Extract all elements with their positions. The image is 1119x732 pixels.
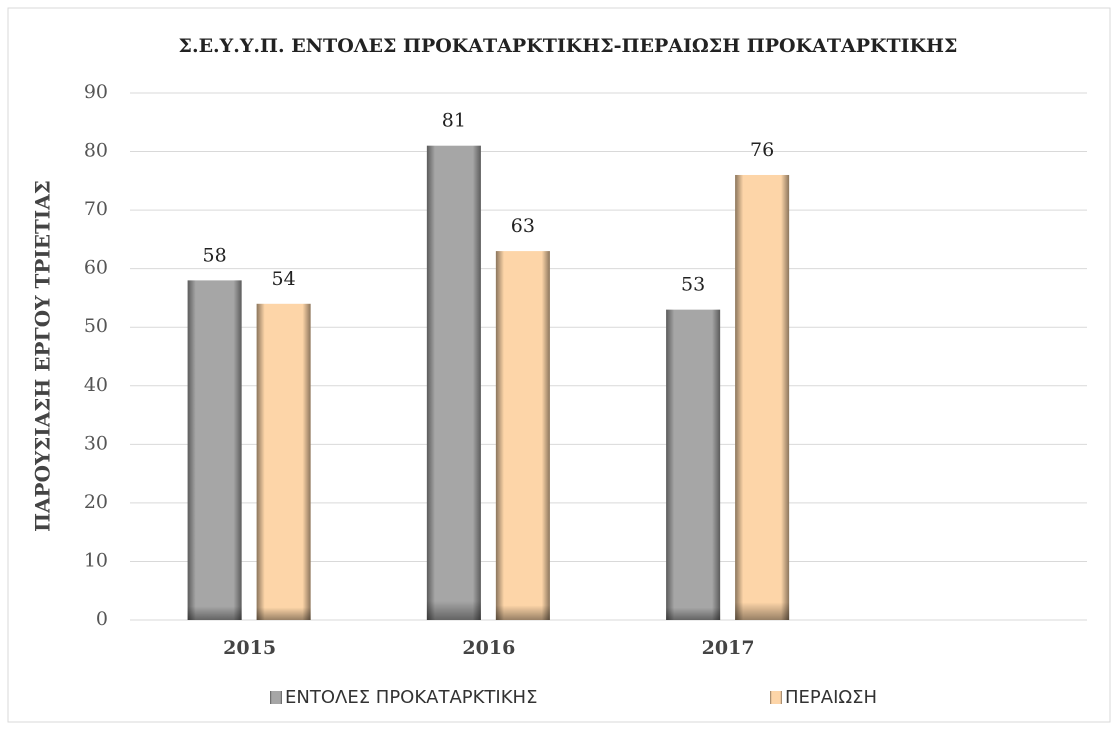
x-tick-label: 2017 — [702, 637, 755, 659]
x-tick-label: 2015 — [223, 637, 276, 659]
data-label: 58 — [203, 244, 227, 266]
bar — [256, 303, 311, 620]
y-tick-label: 90 — [84, 81, 108, 103]
y-tick-label: 30 — [84, 432, 108, 454]
bar — [426, 145, 481, 620]
y-tick-label: 40 — [84, 374, 108, 396]
legend-label: ΠΕΡΑΙΩΣΗ — [785, 687, 877, 708]
y-axis-label: ΠΑΡΟΥΣΙΑΣΗ ΕΡΓΟΥ ΤΡΙΕΤΙΑΣ — [31, 180, 55, 532]
data-label: 53 — [681, 274, 705, 296]
data-label: 81 — [442, 110, 466, 132]
y-tick-label: 60 — [84, 257, 108, 279]
data-label: 76 — [750, 139, 774, 161]
x-tick-label: 2016 — [462, 637, 515, 659]
legend-swatch-shade — [770, 691, 782, 704]
bar — [666, 309, 721, 620]
bar — [735, 174, 790, 620]
chart-title: Σ.Ε.Υ.Υ.Π. ΕΝΤΟΛΕΣ ΠΡΟΚΑΤΑΡΚΤΙΚΗΣ-ΠΕΡΑΙΩ… — [179, 35, 958, 57]
legend-label: ΕΝΤΟΛΕΣ ΠΡΟΚΑΤΑΡΚΤΙΚΗΣ — [285, 687, 537, 708]
y-tick-label: 10 — [84, 549, 108, 571]
data-label: 63 — [511, 215, 535, 237]
bar — [187, 280, 242, 620]
y-tick-label: 80 — [84, 140, 108, 162]
data-label: 54 — [272, 268, 296, 290]
chart-border — [7, 7, 1111, 723]
y-tick-label: 0 — [96, 608, 108, 630]
y-tick-label: 50 — [84, 315, 108, 337]
legend-swatch-shade — [270, 691, 282, 704]
y-tick-label: 70 — [84, 198, 108, 220]
y-tick-label: 20 — [84, 491, 108, 513]
bar — [495, 251, 550, 620]
